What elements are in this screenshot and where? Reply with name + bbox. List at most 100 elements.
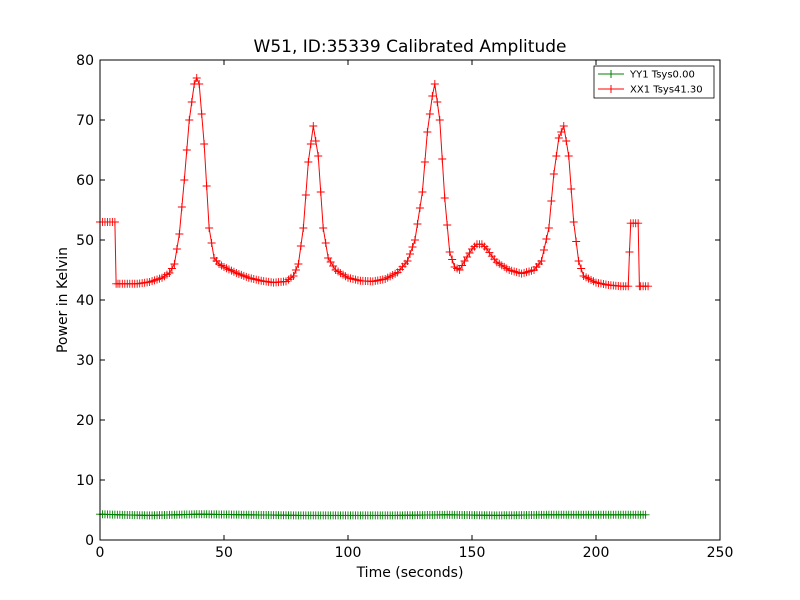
legend-marker-xx1 <box>607 85 615 93</box>
data-point-marker <box>554 134 563 142</box>
data-point-marker <box>319 224 328 232</box>
x-tick-label: 250 <box>707 545 734 561</box>
data-point-marker <box>177 203 186 211</box>
series-layer <box>96 74 653 520</box>
x-tick-label: 200 <box>583 545 610 561</box>
data-point-marker <box>448 255 457 264</box>
y-tick-label: 80 <box>76 53 94 69</box>
x-tick-label: 50 <box>215 545 233 561</box>
x-tick-label: 150 <box>459 545 486 561</box>
data-point-marker <box>205 224 214 232</box>
data-point-marker <box>557 128 566 136</box>
data-point-marker <box>430 80 439 88</box>
data-point-marker <box>289 272 298 280</box>
legend-label-yy1: YY1 Tsys0.00 <box>629 70 695 81</box>
data-point-marker <box>539 246 548 254</box>
data-point-marker <box>559 122 568 130</box>
data-point-marker <box>413 220 422 228</box>
x-tick-label: 0 <box>96 545 105 561</box>
data-point-marker <box>562 137 571 145</box>
data-point-marker <box>577 264 586 273</box>
data-point-marker <box>296 242 305 250</box>
data-point-marker <box>207 239 216 247</box>
data-point-marker <box>321 239 330 247</box>
data-point-marker <box>542 235 551 243</box>
x-tick-label: 100 <box>335 545 362 561</box>
y-tick-label: 20 <box>76 413 94 429</box>
data-point-marker <box>316 188 325 196</box>
y-tick-label: 40 <box>76 293 94 309</box>
data-point-marker <box>443 221 452 229</box>
data-point-marker <box>311 137 320 145</box>
y-tick-label: 70 <box>76 113 94 129</box>
data-point-marker <box>567 185 576 193</box>
data-point-marker <box>624 282 633 291</box>
data-point-marker <box>406 250 414 258</box>
data-point-marker <box>167 264 176 273</box>
data-point-marker <box>408 243 417 251</box>
data-point-marker <box>187 98 196 106</box>
data-point-marker <box>644 282 653 291</box>
data-point-marker <box>306 140 315 148</box>
data-point-marker <box>418 188 427 196</box>
data-point-marker <box>410 236 419 244</box>
legend-label-xx1: XX1 Tsys41.30 <box>630 85 703 96</box>
data-point-marker <box>569 218 578 226</box>
data-point-marker <box>420 158 429 166</box>
y-tick-label: 0 <box>85 533 94 549</box>
data-point-marker <box>574 257 583 265</box>
y-tick-label: 30 <box>76 353 94 369</box>
data-point-marker <box>544 224 553 232</box>
data-point-marker <box>428 92 437 100</box>
data-point-marker <box>299 224 308 232</box>
data-point-marker <box>458 261 467 270</box>
data-point-marker <box>549 170 558 178</box>
data-point-marker <box>625 248 634 256</box>
data-point-marker <box>641 510 650 519</box>
data-point-marker <box>170 260 179 268</box>
data-point-marker <box>435 116 444 124</box>
data-point-marker <box>165 269 174 277</box>
data-point-marker <box>552 152 561 160</box>
plot-area <box>100 60 720 540</box>
data-point-marker <box>195 80 204 88</box>
x-axis-label: Time (seconds) <box>356 565 464 581</box>
data-point-marker <box>301 191 310 199</box>
data-point-marker <box>440 194 449 202</box>
data-point-marker <box>291 266 300 274</box>
tick-layer: 0 50 100 150 200 250 0 10 20 30 40 50 60 70 80 <box>76 53 733 561</box>
data-point-marker <box>200 140 209 148</box>
data-point-marker <box>415 204 424 212</box>
data-point-marker <box>423 128 432 136</box>
data-point-marker <box>110 218 119 226</box>
data-point-marker <box>445 248 454 256</box>
data-point-marker <box>425 110 434 118</box>
data-point-marker <box>537 257 546 265</box>
chart-title: W51, ID:35339 Calibrated Amplitude <box>254 37 567 57</box>
y-tick-label: 60 <box>76 173 94 189</box>
data-point-marker <box>403 257 412 265</box>
data-point-marker <box>433 98 442 106</box>
legend-box <box>593 65 715 99</box>
data-point-marker <box>182 146 191 154</box>
data-point-marker <box>455 266 464 274</box>
legend: YY1 Tsys0.00 XX1 Tsys41.30 <box>593 65 715 99</box>
data-point-marker <box>309 122 318 130</box>
data-point-marker <box>314 152 323 160</box>
data-point-marker <box>304 158 313 166</box>
data-point-marker <box>172 245 181 253</box>
y-tick-label: 10 <box>76 473 94 489</box>
legend-marker-yy1 <box>607 70 615 78</box>
data-point-marker <box>438 155 447 163</box>
data-point-marker <box>634 219 643 228</box>
data-point-marker <box>564 152 573 160</box>
data-point-marker <box>202 182 211 190</box>
data-point-marker <box>294 260 303 268</box>
data-point-marker <box>175 230 184 238</box>
y-axis-label: Power in Kelvin <box>55 247 71 353</box>
data-point-marker <box>185 116 194 124</box>
data-point-marker <box>572 237 581 246</box>
data-point-marker <box>547 197 556 205</box>
data-point-marker <box>180 176 189 184</box>
